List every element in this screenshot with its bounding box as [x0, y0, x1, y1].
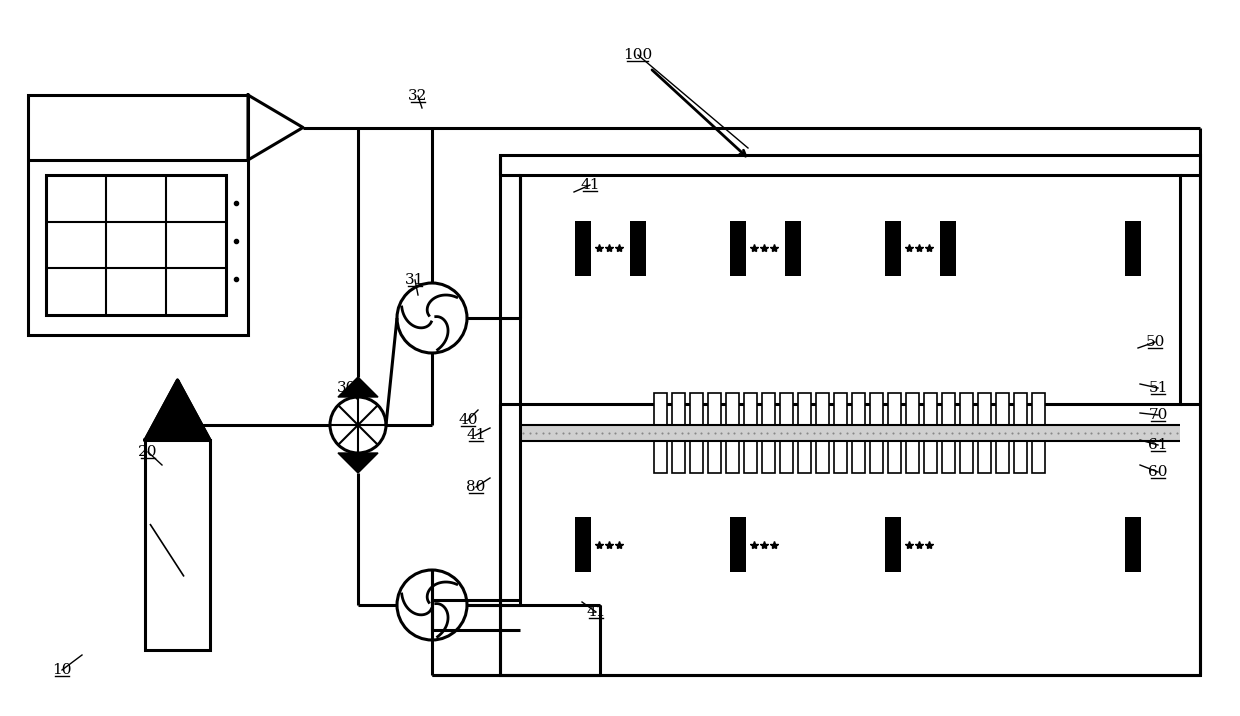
Text: 32: 32: [408, 89, 428, 103]
Bar: [691, 393, 703, 425]
Bar: [835, 441, 847, 473]
Bar: [961, 393, 973, 425]
Bar: [727, 441, 739, 473]
Bar: [925, 393, 937, 425]
Bar: [925, 441, 937, 473]
Bar: [961, 441, 973, 473]
Bar: [672, 393, 686, 425]
Text: 20: 20: [138, 445, 157, 459]
Text: 80: 80: [466, 480, 486, 494]
Bar: [978, 393, 992, 425]
Bar: [1125, 517, 1141, 572]
Bar: [708, 441, 722, 473]
Bar: [744, 441, 758, 473]
Bar: [691, 441, 703, 473]
Bar: [763, 441, 775, 473]
Text: 50: 50: [1146, 335, 1164, 349]
Bar: [997, 393, 1009, 425]
Text: 10: 10: [52, 663, 72, 677]
Bar: [1125, 221, 1141, 276]
Bar: [940, 221, 956, 276]
Bar: [29, 95, 248, 335]
Bar: [942, 393, 956, 425]
Bar: [799, 441, 811, 473]
Bar: [870, 393, 883, 425]
Polygon shape: [145, 380, 210, 440]
Bar: [780, 393, 794, 425]
Bar: [1014, 393, 1028, 425]
Bar: [46, 175, 226, 315]
Bar: [835, 393, 847, 425]
Bar: [744, 393, 758, 425]
Bar: [655, 441, 667, 473]
Bar: [816, 393, 830, 425]
Bar: [889, 441, 901, 473]
Text: 41: 41: [466, 428, 486, 442]
Bar: [906, 393, 920, 425]
Polygon shape: [339, 377, 378, 397]
Bar: [997, 441, 1009, 473]
Bar: [785, 221, 801, 276]
Text: 61: 61: [1148, 438, 1168, 452]
Bar: [1014, 441, 1028, 473]
Bar: [885, 517, 901, 572]
Polygon shape: [339, 453, 378, 473]
Bar: [575, 221, 591, 276]
Bar: [520, 175, 1180, 404]
Bar: [885, 221, 901, 276]
Text: 30: 30: [337, 381, 357, 395]
Bar: [730, 517, 746, 572]
Text: 41: 41: [580, 178, 600, 192]
Text: 100: 100: [624, 48, 652, 62]
Text: 70: 70: [1148, 408, 1168, 422]
Bar: [145, 440, 210, 650]
Text: 41: 41: [587, 605, 606, 619]
Bar: [816, 441, 830, 473]
Bar: [906, 441, 920, 473]
Bar: [727, 393, 739, 425]
Text: 51: 51: [1148, 381, 1168, 395]
Text: 40: 40: [459, 413, 477, 427]
Bar: [942, 441, 956, 473]
Bar: [1033, 393, 1045, 425]
Bar: [655, 393, 667, 425]
Bar: [870, 441, 883, 473]
Bar: [889, 393, 901, 425]
Bar: [1033, 441, 1045, 473]
Bar: [978, 441, 992, 473]
Bar: [708, 393, 722, 425]
Bar: [780, 441, 794, 473]
Bar: [852, 441, 866, 473]
Bar: [630, 221, 646, 276]
Bar: [672, 441, 686, 473]
Bar: [799, 393, 811, 425]
Bar: [520, 425, 1180, 441]
Bar: [852, 393, 866, 425]
Text: 31: 31: [405, 273, 424, 287]
Bar: [763, 393, 775, 425]
Bar: [575, 517, 591, 572]
Text: 60: 60: [1148, 465, 1168, 479]
Bar: [500, 155, 1200, 675]
Bar: [730, 221, 746, 276]
